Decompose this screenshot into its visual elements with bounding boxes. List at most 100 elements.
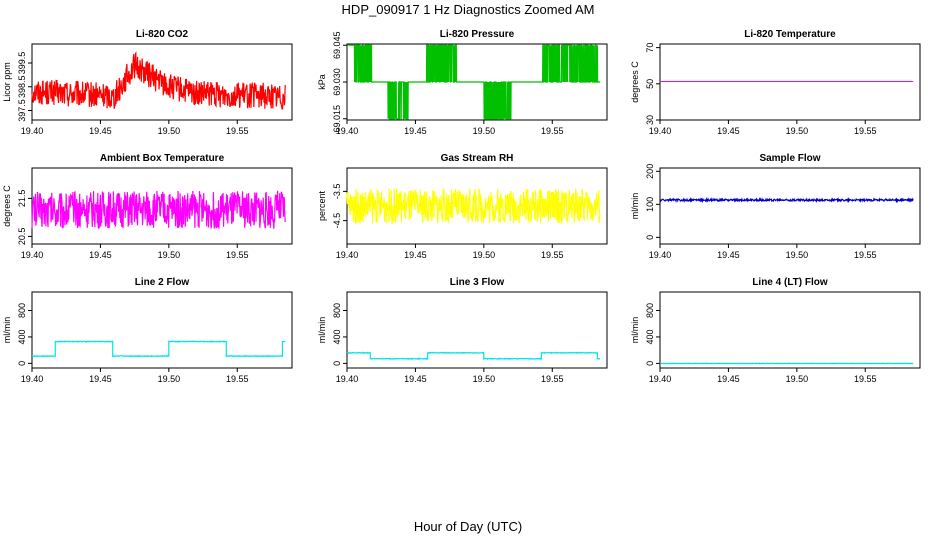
y-tick-label: -3.5 [332, 184, 342, 200]
x-tick-label: 19.40 [336, 374, 359, 384]
chart-panel: Li-820 Temperature 19.40 19.45 19.50 19.55 30… [630, 29, 921, 136]
chart-panel: Line 3 Flow 19.40 19.45 19.50 19.55 0 400 800 ml… [317, 277, 608, 384]
y-axis-label: kPa [317, 74, 327, 90]
chart-panel: Gas Stream RH 19.40 19.45 19.50 19.55 -3.5 -4.… [317, 153, 608, 260]
plot-frame [31, 43, 293, 121]
panel-title: Li-820 Pressure [440, 29, 515, 40]
y-tick-label: 69.030 [332, 68, 342, 96]
x-tick-label: 19.40 [649, 250, 672, 260]
y-tick-label: 400 [332, 329, 342, 344]
x-tick-label: 19.40 [21, 374, 44, 384]
x-tick-label: 19.50 [158, 374, 181, 384]
x-tick-label: 19.55 [226, 374, 249, 384]
x-tick-label: 19.55 [854, 374, 877, 384]
x-tick-label: 19.55 [854, 250, 877, 260]
y-axis-label: degrees C [2, 185, 12, 227]
y-tick-label: 800 [645, 303, 655, 318]
x-tick-label: 19.45 [404, 374, 427, 384]
y-tick-label: 399.5 [17, 52, 27, 75]
x-tick-label: 19.50 [473, 250, 496, 260]
plot-frame [346, 167, 608, 245]
panel-title: Li-820 Temperature [744, 29, 836, 40]
chart-panel: Line 4 (LT) Flow 19.40 19.45 19.50 19.55 0 400… [630, 277, 921, 384]
x-tick-label: 19.50 [786, 374, 809, 384]
y-tick-label: 30 [645, 115, 655, 125]
panel-title: Line 4 (LT) Flow [752, 277, 828, 288]
x-tick-label: 19.40 [336, 250, 359, 260]
y-axis-label: Licor ppm [2, 62, 12, 102]
y-tick-label: 0 [645, 235, 655, 240]
x-tick-label: 19.55 [541, 126, 564, 136]
y-tick-label: -4.5 [332, 213, 342, 229]
x-tick-label: 19.50 [158, 126, 181, 136]
x-tick-label: 19.55 [854, 126, 877, 136]
panel-title: Line 3 Flow [450, 277, 505, 288]
series-line [347, 44, 601, 120]
x-tick-label: 19.45 [717, 126, 740, 136]
x-tick-label: 19.50 [473, 126, 496, 136]
y-axis-label: ml/min [317, 317, 327, 344]
x-tick-label: 19.40 [649, 374, 672, 384]
panel-title: Gas Stream RH [441, 153, 514, 164]
y-tick-label: 50 [645, 79, 655, 89]
x-tick-label: 19.40 [21, 126, 44, 136]
series-line [346, 351, 601, 360]
panel-title: Line 2 Flow [135, 277, 190, 288]
x-tick-label: 19.45 [404, 250, 427, 260]
x-tick-label: 19.40 [336, 126, 359, 136]
plot-frame [659, 291, 921, 369]
y-axis-label: degrees C [630, 61, 640, 103]
x-tick-label: 19.50 [786, 126, 809, 136]
y-tick-label: 69.015 [332, 105, 342, 133]
series-line [31, 51, 286, 110]
x-tick-label: 19.55 [541, 250, 564, 260]
y-tick-label: 100 [645, 197, 655, 212]
x-tick-label: 19.55 [226, 126, 249, 136]
series-line [32, 340, 286, 358]
y-tick-label: 397.5 [17, 99, 27, 122]
y-axis-label: percent [317, 190, 327, 221]
x-tick-label: 19.40 [21, 250, 44, 260]
plot-frame [31, 291, 293, 369]
chart-grid: Li-820 CO2 19.40 19.45 19.50 19.55 397.5398.5… [2, 29, 921, 384]
x-tick-label: 19.50 [158, 250, 181, 260]
panel-title: Sample Flow [759, 153, 820, 164]
y-tick-label: 21.5 [17, 190, 27, 208]
y-tick-label: 0 [645, 361, 655, 366]
y-tick-label: 800 [332, 303, 342, 318]
x-axis-label: Hour of Day (UTC) [414, 519, 522, 534]
x-tick-label: 19.45 [717, 250, 740, 260]
y-tick-label: 70 [645, 43, 655, 53]
panel-title: Ambient Box Temperature [100, 153, 225, 164]
y-tick-label: 398.5 [17, 75, 27, 98]
panel-title: Li-820 CO2 [136, 29, 189, 40]
chart-panel: Li-820 CO2 19.40 19.45 19.50 19.55 397.5398.5… [2, 29, 293, 136]
y-tick-label: 200 [645, 164, 655, 179]
chart-panel: Line 2 Flow 19.40 19.45 19.50 19.55 0 400 800 ml… [2, 277, 293, 384]
x-tick-label: 19.40 [649, 126, 672, 136]
chart-panel: Sample Flow 19.40 19.45 19.50 19.55 0 100 200 ml… [630, 153, 921, 260]
figure-title: HDP_090917 1 Hz Diagnostics Zoomed AM [342, 2, 595, 17]
y-tick-label: 0 [332, 361, 342, 366]
y-tick-label: 20.5 [17, 228, 27, 246]
x-tick-label: 19.55 [226, 250, 249, 260]
y-tick-label: 400 [645, 329, 655, 344]
y-axis-label: ml/min [2, 317, 12, 344]
chart-panel: Li-820 Pressure 19.40 19.45 19.50 19.55 69.01… [317, 29, 608, 136]
y-axis-label: ml/min [630, 317, 640, 344]
x-tick-label: 19.45 [89, 250, 112, 260]
y-tick-label: 400 [17, 329, 27, 344]
y-tick-label: 0 [17, 361, 27, 366]
x-tick-label: 19.45 [89, 374, 112, 384]
series-line [346, 188, 601, 225]
chart-panel: Ambient Box Temperature 19.40 19.45 19.50 19… [2, 153, 293, 260]
x-tick-label: 19.50 [473, 374, 496, 384]
plot-frame [659, 167, 921, 245]
x-tick-label: 19.55 [541, 374, 564, 384]
plot-frame [346, 291, 608, 369]
y-tick-label: 69.045 [332, 31, 342, 59]
series-line [659, 196, 914, 204]
x-tick-label: 19.45 [89, 126, 112, 136]
series-line [31, 190, 286, 231]
